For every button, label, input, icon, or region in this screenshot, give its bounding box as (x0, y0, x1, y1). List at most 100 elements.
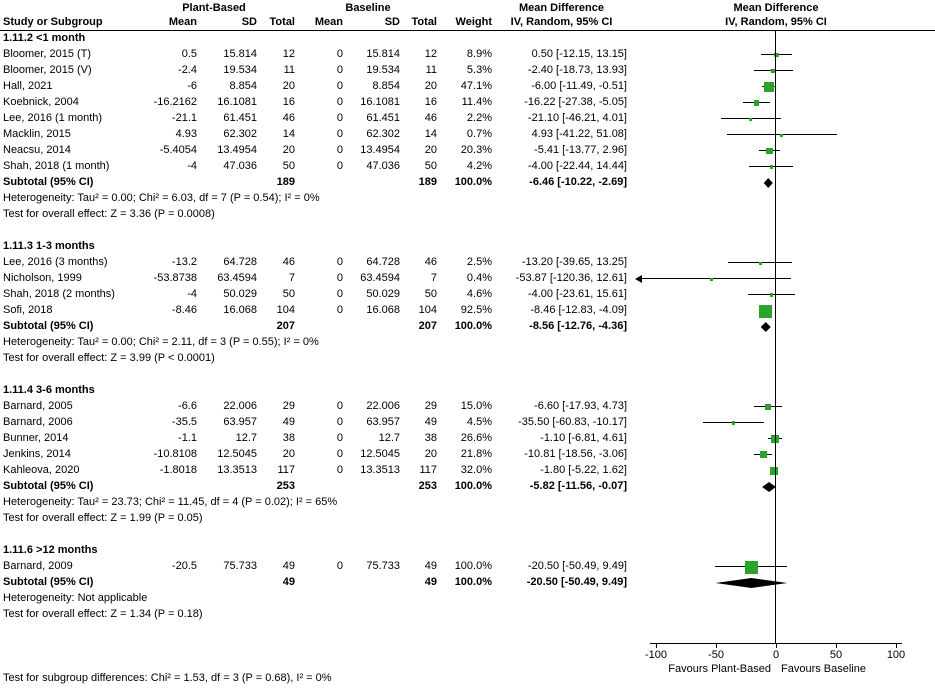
ci-plot-header: IV, Random, 95% CI (725, 16, 827, 28)
cell-n2: 49 (424, 560, 437, 572)
cell-mean2: 0 (336, 448, 343, 460)
study-row: Neacsu, 2014 -5.4054 13.4954 20 0 13.4954 20 20… (0, 143, 935, 159)
cell-n2: 117 (419, 464, 437, 476)
sd1-column-header: SD (241, 16, 257, 28)
study-name: Bunner, 2014 (3, 432, 69, 444)
subtotal-row: Subtotal (95% CI) 253 253 100.0% -5.82 [-11.… (0, 479, 935, 495)
subtotal-row: Subtotal (95% CI) 189 189 100.0% -6.46 [-10.… (0, 175, 935, 191)
overall-test-text: Test for overall effect: Z = 1.99 (P = 0… (3, 512, 203, 524)
effect-square (769, 165, 773, 169)
cell-n2: 253 (418, 480, 437, 492)
cell-n2: 20 (424, 144, 437, 156)
md-plot-header: Mean Difference (733, 2, 819, 14)
sd2-column-header: SD (384, 16, 400, 28)
cell-sd2: 19.534 (366, 64, 400, 76)
cell-sd1: 13.3513 (217, 464, 257, 476)
cell-mean2: 0 (336, 256, 343, 268)
cell-n2: 12 (424, 48, 437, 60)
cell-n1: 49 (282, 576, 295, 588)
study-name: Lee, 2016 (1 month) (3, 112, 103, 124)
cell-n1: 20 (282, 448, 295, 460)
cell-mean2: 0 (336, 304, 343, 316)
zero-effect-line (775, 30, 776, 643)
cell-sd1: 50.029 (223, 288, 257, 300)
cell-n1: 253 (276, 480, 295, 492)
heterogeneity-row: Heterogeneity: Tau² = 0.00; Chi² = 2.11,… (0, 335, 935, 351)
cell-n2: 20 (424, 80, 437, 92)
study-row: Barnard, 2005 -6.6 22.006 29 0 22.006 29 15.0% -… (0, 399, 935, 415)
heterogeneity-row: Heterogeneity: Tau² = 0.00; Chi² = 6.03,… (0, 191, 935, 207)
study-name: Jenkins, 2014 (3, 448, 71, 460)
subgroup-label: 1.11.6 >12 months (3, 544, 98, 556)
cell-mean1: -10.8108 (153, 448, 197, 460)
subgroup-gap (0, 223, 935, 239)
subtotal-diamond (762, 482, 776, 492)
favours-right-label: Favours Baseline (781, 663, 866, 675)
cell-sd2: 61.451 (366, 112, 400, 124)
study-row: Lee, 2016 (1 month) -21.1 61.451 46 0 61.451 4… (0, 111, 935, 127)
cell-ci_text: -20.50 [-50.49, 9.49] (527, 560, 627, 572)
cell-sd1: 16.1081 (217, 96, 257, 108)
md-column-header: Mean Difference (519, 2, 604, 14)
x-axis: Favours Plant-Based Favours Baseline -10… (0, 643, 935, 688)
cell-mean2: 0 (336, 80, 343, 92)
cell-n1: 104 (276, 304, 295, 316)
cell-n2: 50 (424, 288, 437, 300)
cell-n2: 16 (424, 96, 437, 108)
cell-n1: 38 (282, 432, 295, 444)
cell-mean1: -6 (187, 80, 197, 92)
subgroup-block: 1.11.4 3-6 months Barnard, 2005 -6.6 22.006… (0, 383, 935, 527)
cell-n2: 29 (424, 400, 437, 412)
cell-ci_text: -10.81 [-18.56, -3.06] (524, 448, 627, 460)
cell-weight: 21.8% (460, 448, 492, 460)
axis-tick (836, 643, 837, 648)
cell-n1: 207 (276, 320, 295, 332)
subgroup-label: 1.11.2 <1 month (3, 32, 86, 44)
cell-mean2: 0 (336, 464, 343, 476)
subtotal-label: Subtotal (95% CI) (3, 576, 94, 588)
cell-mean1: -2.4 (178, 64, 197, 76)
cell-ci_text: -1.10 [-6.81, 4.61] (540, 432, 627, 444)
cell-ci_text: -13.20 [-39.65, 13.25] (521, 256, 627, 268)
study-name: Macklin, 2015 (3, 128, 71, 140)
subtotal-label: Subtotal (95% CI) (3, 480, 94, 492)
cell-mean1: -4 (187, 160, 197, 172)
cell-weight: 2.5% (466, 256, 492, 268)
study-name: Sofi, 2018 (3, 304, 53, 316)
cell-sd2: 62.302 (366, 128, 400, 140)
effect-square (771, 69, 775, 73)
cell-ci_text: 4.93 [-41.22, 51.08] (531, 128, 627, 140)
cell-sd2: 8.854 (372, 80, 400, 92)
overall-test-text: Test for overall effect: Z = 3.99 (P < 0… (3, 352, 215, 364)
cell-sd2: 64.728 (366, 256, 400, 268)
cell-n1: 50 (282, 288, 295, 300)
axis-tick-label: 0 (772, 649, 780, 661)
subgroup-difference-note: Test for subgroup differences: Chi² = 1.… (3, 672, 332, 684)
study-row: Lee, 2016 (3 months) -13.2 64.728 46 0 64.728… (0, 255, 935, 271)
cell-mean1: 0.5 (181, 48, 197, 60)
cell-n2: 49 (424, 416, 437, 428)
axis-tick (656, 643, 657, 648)
cell-n2: 104 (418, 304, 437, 316)
axis-tick (776, 643, 777, 648)
group1-header: Plant-Based (182, 2, 246, 14)
cell-mean1: -53.8738 (153, 272, 197, 284)
cell-n1: 49 (282, 416, 295, 428)
overall-test-row: Test for overall effect: Z = 3.99 (P < 0… (0, 351, 935, 367)
cell-weight: 4.6% (466, 288, 492, 300)
cell-n2: 207 (418, 320, 437, 332)
cell-mean2: 0 (336, 416, 343, 428)
heterogeneity-text: Heterogeneity: Not applicable (3, 592, 148, 604)
study-row: Nicholson, 1999 -53.8738 63.4594 7 0 63.4594 7… (0, 271, 935, 287)
ci-column-header: IV, Random, 95% CI (510, 16, 613, 28)
cell-n2: 14 (424, 128, 437, 140)
cell-mean1: -4 (187, 288, 197, 300)
subtotal-diamond (715, 578, 788, 588)
cell-ci_text: -53.87 [-120.36, 12.61] (515, 272, 627, 284)
cell-mean2: 0 (336, 400, 343, 412)
study-name: Hall, 2021 (3, 80, 53, 92)
cell-ci_text: -20.50 [-50.49, 9.49] (526, 576, 627, 588)
effect-square (769, 466, 779, 476)
cell-weight: 100.0% (454, 320, 492, 332)
mean2-column-header: Mean (314, 16, 343, 28)
